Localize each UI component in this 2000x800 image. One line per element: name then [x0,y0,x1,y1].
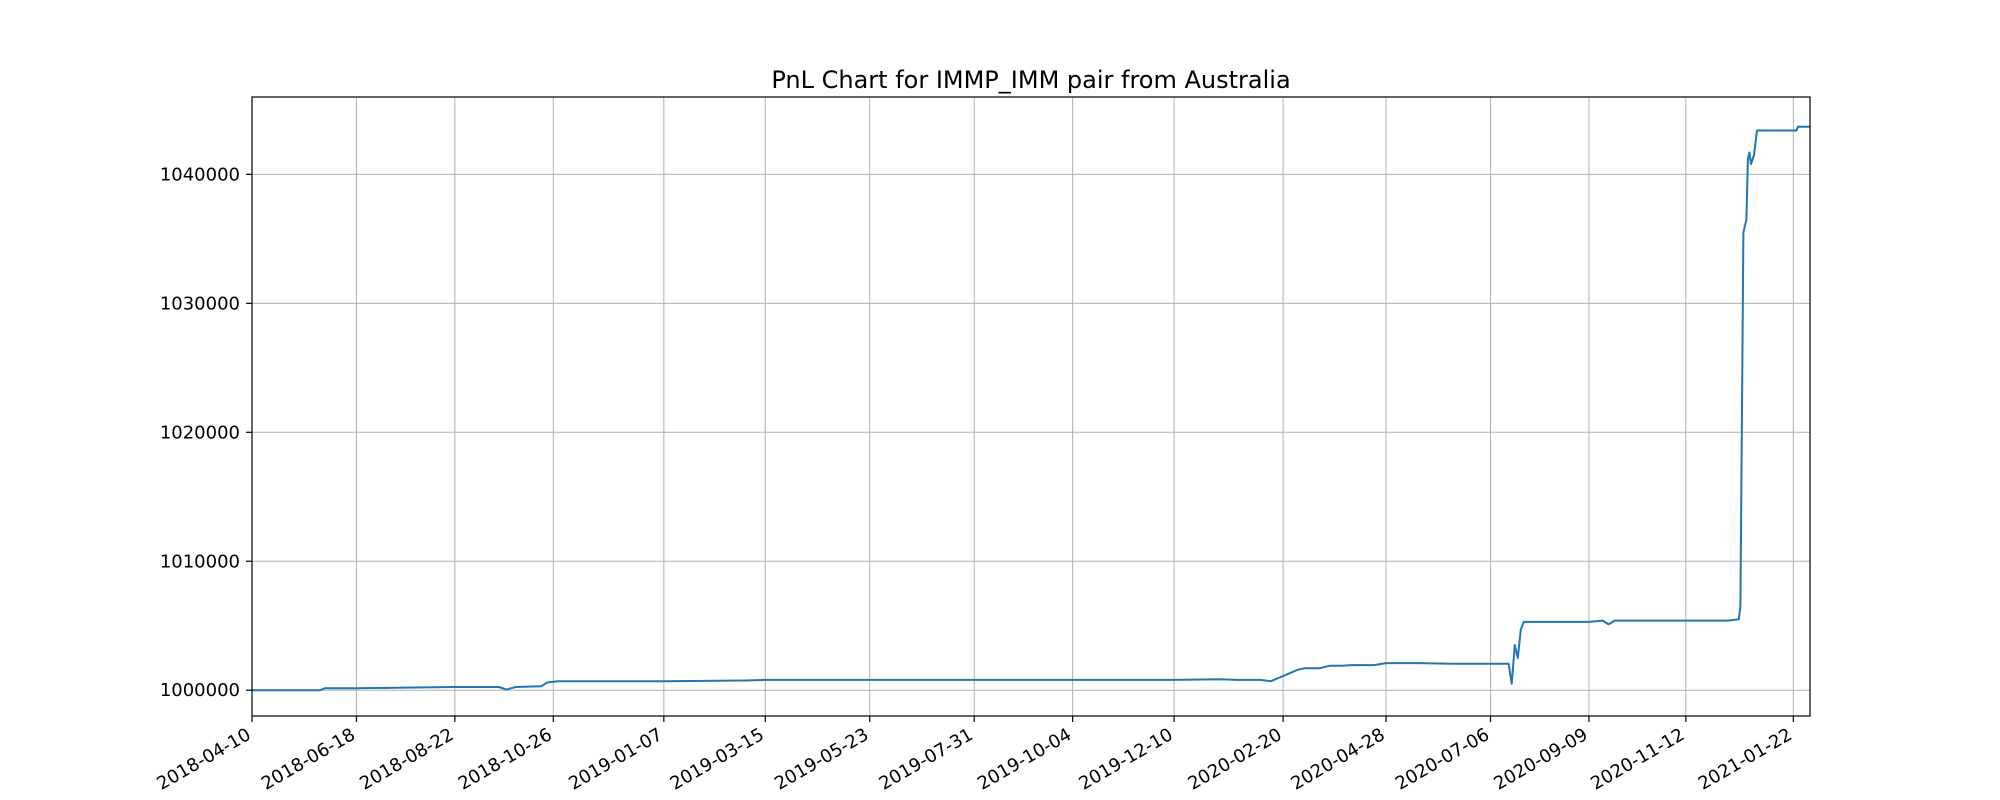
x-tick-label: 2018-06-18 [258,724,359,794]
y-tick-label: 1030000 [160,293,240,314]
x-tick-label: 2019-12-10 [1075,724,1176,794]
x-tick-label: 2019-07-31 [876,724,977,794]
x-tick-label: 2019-10-04 [974,724,1075,794]
y-tick-label: 1040000 [160,164,240,185]
grid [251,97,1810,716]
x-tick-label: 2020-07-06 [1392,724,1493,794]
x-tick-label: 2020-11-12 [1587,724,1688,794]
y-axis: 1000000 1010000 1020000 1030000 1040000 [160,164,252,701]
plot-area-frame [251,96,1811,717]
x-tick-label: 2018-08-22 [356,724,457,794]
pnl-series-line [252,125,1810,692]
x-tick-label: 2020-02-20 [1185,724,1286,794]
x-tick-label: 2018-10-26 [455,724,556,794]
chart-title: PnL Chart for IMMP_IMM pair from Austral… [771,66,1290,94]
x-tick-label: 2019-03-15 [667,724,768,794]
x-axis: 2018-04-10 2018-06-182018-08-222018-10-26… [153,716,1796,795]
x-tick-label: 2019-01-07 [565,724,666,794]
series-layer [252,125,1810,692]
x-tick-label: 2020-09-09 [1490,724,1591,794]
y-tick-label: 1020000 [160,422,240,443]
x-tick-label: 2019-05-23 [771,724,872,794]
x-tick-label: 2021-01-22 [1695,724,1796,794]
x-tick-label: 2018-04-10 [153,724,254,794]
y-tick-label: 1010000 [160,551,240,572]
y-tick-label: 1000000 [160,680,240,701]
x-tick-label: 2020-04-28 [1287,724,1388,794]
